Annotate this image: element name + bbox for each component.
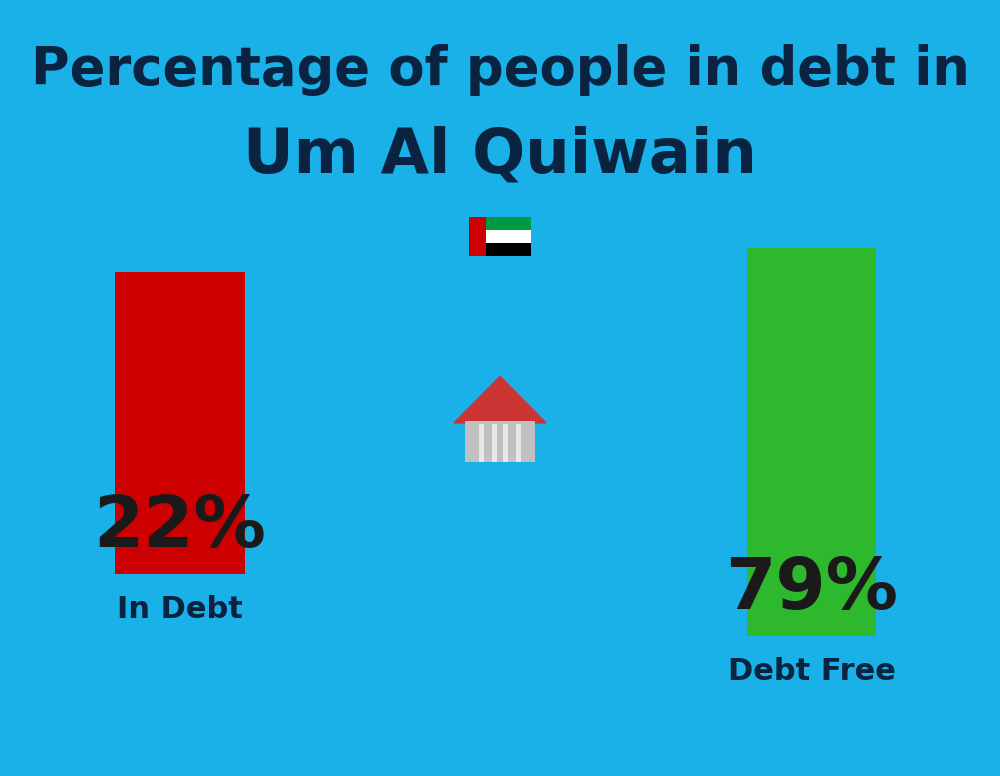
Text: In Debt: In Debt [117, 594, 243, 624]
FancyBboxPatch shape [486, 230, 531, 243]
Text: 79%: 79% [725, 556, 898, 624]
FancyBboxPatch shape [486, 217, 531, 230]
FancyBboxPatch shape [486, 243, 531, 256]
FancyBboxPatch shape [503, 424, 508, 462]
Polygon shape [454, 376, 546, 423]
Text: Percentage of people in debt in: Percentage of people in debt in [31, 43, 969, 96]
Text: Debt Free: Debt Free [728, 656, 895, 686]
Text: 22%: 22% [94, 494, 267, 562]
FancyBboxPatch shape [469, 217, 486, 256]
FancyBboxPatch shape [479, 424, 484, 462]
FancyBboxPatch shape [747, 248, 876, 636]
FancyBboxPatch shape [492, 424, 497, 462]
Text: Um Al Quiwain: Um Al Quiwain [243, 125, 757, 185]
FancyBboxPatch shape [465, 421, 535, 462]
FancyBboxPatch shape [115, 272, 245, 574]
FancyBboxPatch shape [516, 424, 521, 462]
